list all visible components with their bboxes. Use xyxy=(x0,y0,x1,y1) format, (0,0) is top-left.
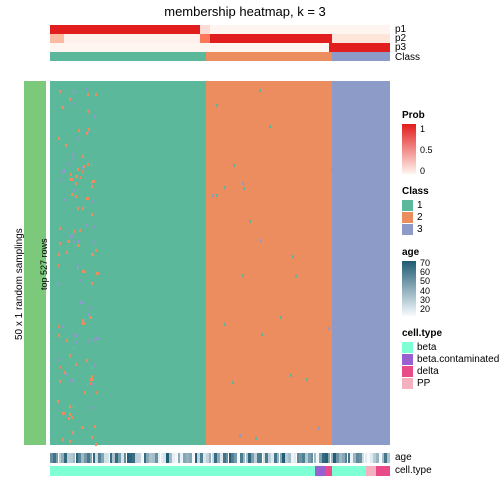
y-axis-inner-label: top 527 rows xyxy=(39,238,49,290)
legend-prob: Prob 1 0.5 0 xyxy=(402,110,502,174)
label-celltype: cell.type xyxy=(395,465,432,476)
legend-age-title: age xyxy=(402,247,502,258)
age-tick: 20 xyxy=(420,304,430,314)
legend-item: 3 xyxy=(402,224,502,235)
chart-title: membership heatmap, k = 3 xyxy=(120,4,370,19)
legend-age: age 706050403020 xyxy=(402,247,502,316)
plot-area xyxy=(50,25,390,475)
legend-label: 1 xyxy=(417,200,423,211)
legend-swatch xyxy=(402,342,413,353)
legend-item: beta.contaminated xyxy=(402,354,502,365)
legend-label: 3 xyxy=(417,224,423,235)
legend-swatch xyxy=(402,224,413,235)
label-class: Class xyxy=(395,52,420,63)
annot-p3 xyxy=(50,43,390,52)
heatmap-column xyxy=(206,81,332,445)
legend-swatch xyxy=(402,200,413,211)
annot-age xyxy=(50,453,390,463)
prob-tick: 0.5 xyxy=(420,145,433,155)
legend-label: PP xyxy=(417,378,430,389)
heatmap-column xyxy=(332,81,390,445)
label-age: age xyxy=(395,452,412,463)
age-gradient xyxy=(402,261,416,316)
legend-item: delta xyxy=(402,366,502,377)
annot-p1 xyxy=(50,25,390,34)
legend-swatch xyxy=(402,212,413,223)
legend-class: Class 123 xyxy=(402,186,502,235)
legend-celltype: cell.type betabeta.contaminateddeltaPP xyxy=(402,328,502,389)
legend-class-title: Class xyxy=(402,186,502,197)
legend-area: Prob 10.50 Class 123 age 706050403020 ce… xyxy=(402,110,502,401)
prob-tick: 0 xyxy=(420,166,425,176)
legend-label: beta.contaminated xyxy=(417,354,499,365)
prob-gradient xyxy=(402,124,416,174)
age-tick: 50 xyxy=(420,276,430,286)
legend-swatch xyxy=(402,378,413,389)
legend-swatch xyxy=(402,354,413,365)
legend-item: PP xyxy=(402,378,502,389)
annot-p2 xyxy=(50,34,390,43)
annot-celltype xyxy=(50,466,390,476)
prob-tick: 1 xyxy=(420,124,425,134)
heatmap-body xyxy=(50,81,390,445)
legend-item: 2 xyxy=(402,212,502,223)
legend-item: 1 xyxy=(402,200,502,211)
annot-class xyxy=(50,52,390,61)
legend-prob-title: Prob xyxy=(402,110,502,121)
legend-label: 2 xyxy=(417,212,423,223)
legend-item: beta xyxy=(402,342,502,353)
legend-celltype-title: cell.type xyxy=(402,328,502,339)
legend-label: beta xyxy=(417,342,436,353)
legend-swatch xyxy=(402,366,413,377)
heatmap-column xyxy=(50,81,206,445)
legend-label: delta xyxy=(417,366,439,377)
